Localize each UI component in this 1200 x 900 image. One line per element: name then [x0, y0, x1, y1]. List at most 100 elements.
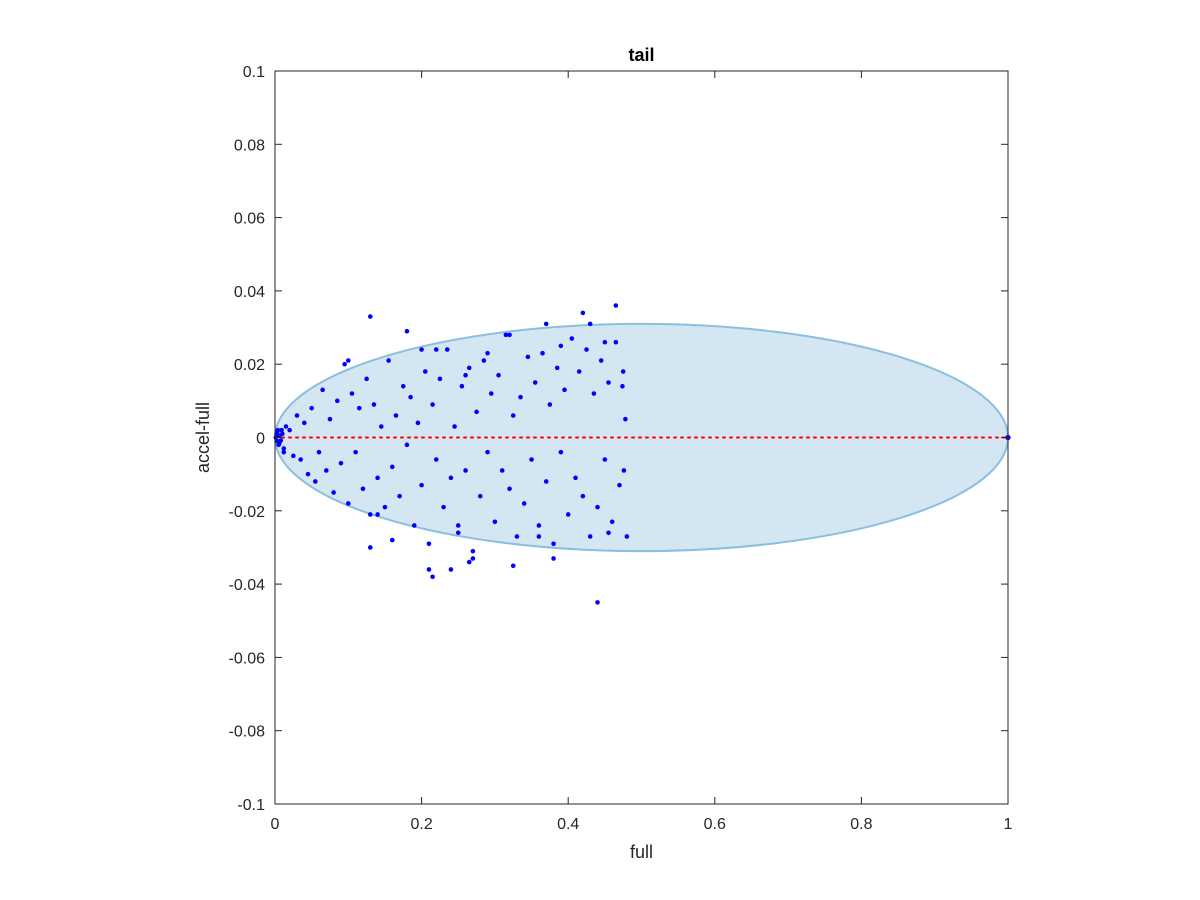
- data-point: [375, 512, 380, 517]
- data-point: [591, 391, 597, 396]
- data-point: [532, 380, 538, 385]
- data-point: [624, 534, 630, 539]
- data-point: [510, 563, 516, 569]
- data-point: [360, 486, 366, 492]
- data-point: [540, 350, 545, 356]
- data-point: [525, 354, 531, 360]
- points-layer: [273, 303, 1011, 605]
- data-point: [580, 310, 586, 316]
- data-point: [499, 468, 505, 473]
- data-point: [459, 383, 465, 389]
- x-tick-label: 0.4: [557, 816, 579, 833]
- y-axis-label: accel-full: [193, 402, 213, 473]
- data-point: [613, 303, 619, 308]
- data-point: [606, 380, 611, 385]
- data-point: [606, 530, 611, 536]
- data-point: [521, 501, 527, 506]
- data-point: [474, 409, 479, 415]
- data-point: [419, 482, 424, 488]
- data-point: [324, 468, 329, 473]
- data-point: [415, 420, 421, 426]
- data-point: [433, 347, 439, 352]
- data-point: [602, 457, 608, 462]
- data-point: [294, 413, 300, 418]
- y-tick-label: 0.08: [234, 137, 265, 154]
- data-point: [386, 358, 391, 363]
- data-point: [602, 339, 608, 345]
- data-point: [313, 479, 318, 484]
- data-point: [378, 424, 384, 429]
- data-point: [551, 541, 556, 547]
- data-point: [470, 556, 476, 561]
- data-point: [565, 512, 571, 517]
- data-point: [367, 512, 373, 517]
- data-point: [349, 391, 355, 396]
- data-point: [397, 493, 402, 499]
- data-point: [455, 530, 461, 536]
- data-point: [316, 449, 322, 455]
- y-tick-label: 0.02: [234, 357, 265, 374]
- data-point: [389, 537, 395, 543]
- data-point: [309, 405, 314, 411]
- data-point: [485, 449, 490, 455]
- x-tick-label: 0.6: [704, 816, 726, 833]
- data-point: [558, 343, 564, 349]
- data-point: [298, 457, 303, 462]
- chart-title: tail: [628, 45, 654, 65]
- data-point: [562, 387, 567, 393]
- data-point: [305, 471, 311, 477]
- data-point: [580, 493, 586, 499]
- data-point: [595, 504, 600, 510]
- data-point: [408, 394, 413, 400]
- data-point: [623, 416, 628, 422]
- data-point: [422, 369, 428, 374]
- data-point: [584, 347, 589, 352]
- data-point: [536, 523, 542, 528]
- data-point: [277, 440, 282, 446]
- data-point: [466, 365, 472, 371]
- y-tick-label: -0.08: [229, 724, 266, 741]
- data-point: [492, 519, 498, 525]
- x-tick-label: 0.8: [850, 816, 872, 833]
- x-tick-label: 0: [271, 816, 280, 833]
- data-point: [291, 453, 296, 459]
- data-point: [543, 479, 549, 484]
- data-point: [320, 387, 325, 393]
- data-point: [448, 567, 454, 572]
- data-point: [302, 420, 307, 426]
- data-point: [477, 493, 483, 499]
- data-point: [507, 486, 512, 492]
- data-point: [444, 347, 450, 352]
- data-point: [514, 534, 520, 539]
- data-point: [496, 372, 501, 378]
- y-tick-label: 0: [256, 431, 265, 448]
- data-point: [335, 398, 340, 404]
- data-point: [375, 475, 380, 481]
- data-point: [481, 358, 487, 363]
- data-point: [551, 556, 556, 561]
- data-point: [367, 314, 373, 319]
- data-point: [543, 321, 549, 327]
- data-point: [620, 369, 626, 374]
- data-point: [430, 574, 435, 580]
- data-point: [419, 347, 424, 352]
- data-point: [455, 523, 461, 528]
- data-point: [281, 446, 287, 451]
- data-point: [437, 376, 443, 382]
- x-tick-label: 0.2: [410, 816, 432, 833]
- data-point: [364, 376, 369, 382]
- data-point: [587, 534, 593, 539]
- data-point: [367, 545, 373, 550]
- data-point: [621, 468, 627, 473]
- data-point: [283, 424, 289, 429]
- data-point: [617, 482, 622, 488]
- data-point: [356, 405, 362, 411]
- data-point: [371, 402, 377, 407]
- data-point: [485, 350, 490, 356]
- data-point: [503, 332, 509, 338]
- data-point: [507, 332, 512, 338]
- data-point: [404, 442, 410, 448]
- data-point: [404, 328, 410, 334]
- data-point: [518, 394, 523, 400]
